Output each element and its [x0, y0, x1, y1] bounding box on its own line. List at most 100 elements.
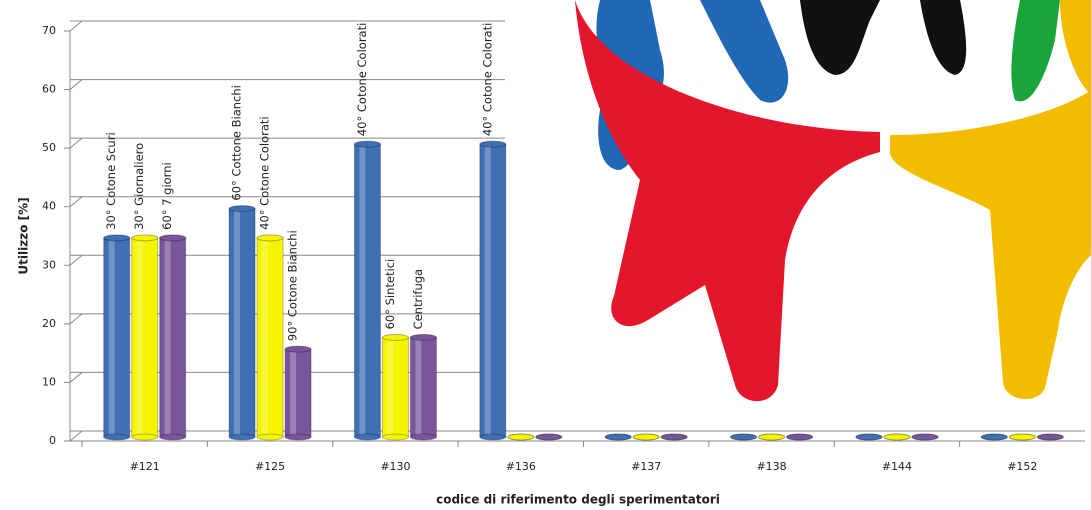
x-tick-label: #137 [631, 460, 661, 473]
grid-line-side [69, 430, 83, 442]
bar-highlight [415, 337, 422, 437]
bar-highlight [387, 337, 394, 437]
bar-bottom [131, 433, 159, 441]
logo-blue-figure [700, 0, 789, 103]
bar-top [604, 433, 632, 441]
bar-top [758, 433, 786, 441]
bar-top [479, 140, 507, 148]
bar-highlight [484, 144, 491, 437]
bar-top [159, 234, 187, 242]
bar-top [284, 345, 312, 353]
bar-label: 40° Cotone Colorati [480, 23, 494, 136]
logo-yellow-figure [890, 90, 1091, 400]
logo-black-figure [800, 0, 967, 75]
bar-label: 30° Cotone Scuri [104, 132, 118, 230]
bar-label: 60° 7 giorni [160, 162, 174, 230]
bar [353, 143, 381, 438]
grid-line-side [69, 313, 83, 325]
y-tick-label: 10 [42, 375, 56, 388]
x-tick-label: #130 [380, 460, 410, 473]
bar [284, 348, 312, 438]
bar-bottom [381, 433, 409, 441]
bar-top [911, 433, 939, 441]
bar-top [256, 234, 284, 242]
bar-top [228, 205, 256, 213]
bar-highlight [359, 144, 366, 437]
y-tick-label: 60 [42, 83, 56, 96]
grid-line-side [69, 20, 83, 32]
bar [256, 237, 284, 438]
bar-top [381, 333, 409, 341]
bar-top [883, 433, 911, 441]
bar-top [103, 234, 131, 242]
bar-bottom [409, 433, 437, 441]
x-tick-label: #125 [255, 460, 285, 473]
bar [479, 143, 507, 438]
y-tick-label: 70 [42, 24, 56, 37]
bar-highlight [262, 237, 269, 437]
logo-red-figure [575, 0, 880, 402]
bar-bottom [228, 433, 256, 441]
bar-top [507, 433, 535, 441]
bar-top [632, 433, 660, 441]
bar-layer: 30° Cotone Scuri 30° Giornaliero 60° 7 gio… [103, 23, 437, 441]
bar-top [131, 234, 159, 242]
logo-green-figure [1011, 0, 1060, 102]
bar-bottom [103, 433, 131, 441]
bar [159, 237, 187, 438]
bar-bottom [479, 433, 507, 441]
grid-line-side [69, 137, 83, 149]
y-axis-title: Utilizzo [%] [17, 197, 31, 274]
bar [103, 237, 131, 438]
grid-line-side [69, 254, 83, 266]
bar-label: 30° Giornaliero [132, 143, 146, 230]
bar-bottom [353, 433, 381, 441]
bar-top [409, 333, 437, 341]
bar-highlight [108, 237, 115, 437]
bar-top [855, 433, 883, 441]
bar-top [353, 140, 381, 148]
bar-top [535, 433, 563, 441]
bar-top [1036, 433, 1064, 441]
grid-line-side [69, 196, 83, 208]
bar-top [980, 433, 1008, 441]
x-tick-label: #121 [130, 460, 160, 473]
x-tick-label: #136 [506, 460, 536, 473]
x-tick-label: #138 [756, 460, 786, 473]
x-tick-label: #144 [882, 460, 912, 473]
bar [381, 336, 409, 438]
bar-top [1008, 433, 1036, 441]
logo [505, 0, 1091, 428]
bar-label: 90° Cotone Bianchi [286, 230, 300, 341]
bar-top [660, 433, 688, 441]
y-tick-label: 20 [42, 317, 56, 330]
bar-label: Centrifuga [411, 269, 425, 330]
x-axis-title: codice di riferimento degli sperimentato… [436, 493, 720, 507]
bar-label: 60° Sintetici [383, 259, 397, 330]
bar [131, 237, 159, 438]
bar-highlight [290, 349, 297, 437]
bar-label: 60° Cottone Bianchi [230, 85, 244, 200]
y-tick-label: 30 [42, 258, 56, 271]
bar-highlight [234, 208, 241, 437]
bar-label: 40° Cotone Colorati [258, 116, 272, 229]
bar-top [786, 433, 814, 441]
grid-line-side [69, 372, 83, 383]
x-tick-label: #152 [1007, 460, 1037, 473]
y-tick-label: 0 [49, 434, 56, 447]
bar-highlight [136, 237, 143, 437]
bar-top [730, 433, 758, 441]
bar-bottom [256, 433, 284, 441]
logo-yellow-figure [1060, 0, 1091, 95]
bar-front: 40° Cotone Colorati [479, 23, 1064, 441]
y-tick-label: 40 [42, 200, 56, 213]
y-tick-label: 50 [42, 141, 56, 154]
bar-bottom [284, 433, 312, 441]
bar-bottom [159, 433, 187, 441]
bar-label: 40° Cotone Colorati [355, 23, 369, 136]
bar-highlight [164, 237, 171, 437]
bar [409, 336, 437, 438]
bar [228, 208, 256, 438]
grid-line-side [69, 79, 83, 90]
